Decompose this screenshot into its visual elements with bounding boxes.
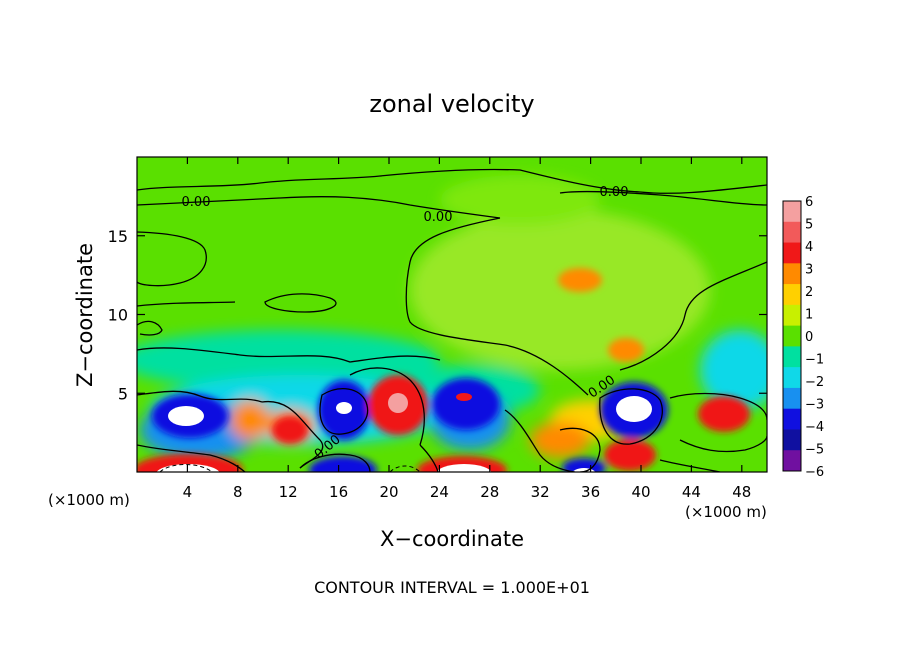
x-tick-label: 4 xyxy=(183,483,193,501)
y-tick-label: 5 xyxy=(118,384,128,403)
x-unit-left: (×1000 m) xyxy=(48,491,130,509)
colorbar-label: 5 xyxy=(805,218,813,233)
velocity-field: 0.000.000.000.000.00 xyxy=(137,157,767,472)
colorbar-label: −2 xyxy=(805,375,824,390)
colorbar-swatch xyxy=(783,450,801,472)
contour-interval-note: CONTOUR INTERVAL = 1.000E+01 xyxy=(314,578,590,597)
colorbar-swatch xyxy=(783,221,801,244)
x-tick-label: 8 xyxy=(233,483,243,501)
colorbar-label: −6 xyxy=(805,465,824,480)
colorbar-label: 4 xyxy=(805,240,813,255)
colorbar-swatch xyxy=(783,429,801,451)
colorbar-swatch xyxy=(783,325,801,347)
colorbar-swatch xyxy=(783,387,801,410)
colorbar-label: −5 xyxy=(805,443,824,458)
x-tick-label: 48 xyxy=(732,483,751,501)
contour-label: 0.00 xyxy=(182,195,211,210)
colorbar-swatch xyxy=(783,367,801,389)
colorbar-swatch xyxy=(783,346,801,368)
colorbar-label: 1 xyxy=(805,308,813,323)
colorbar-swatch xyxy=(783,408,801,430)
x-tick-label: 12 xyxy=(279,483,298,501)
x-tick-label: 32 xyxy=(531,483,550,501)
colorbar-swatch xyxy=(783,242,801,264)
x-unit-right: (×1000 m) xyxy=(685,503,767,521)
chart-title: zonal velocity xyxy=(369,90,534,118)
x-tick-label: 28 xyxy=(480,483,499,501)
x-tick-label: 36 xyxy=(581,483,600,501)
colorbar-swatch xyxy=(783,284,801,306)
contour-label: 0.00 xyxy=(600,185,629,200)
x-tick-label: 44 xyxy=(682,483,701,501)
colorbar-swatch xyxy=(783,263,801,285)
contour-label: 0.00 xyxy=(424,210,453,225)
colorbar-swatch xyxy=(783,201,801,223)
colorbar-label: 2 xyxy=(805,285,813,300)
y-tick-label: 10 xyxy=(108,306,128,325)
colorbar-frame xyxy=(782,200,802,472)
colorbar-label: −1 xyxy=(805,353,824,368)
x-tick-label: 24 xyxy=(430,483,449,501)
colorbar-label: 3 xyxy=(805,263,813,278)
colorbar-swatch xyxy=(783,304,801,327)
y-axis-label: Z−coordinate xyxy=(73,243,97,387)
x-tick-label: 16 xyxy=(329,483,348,501)
colorbar-label: −3 xyxy=(805,398,824,413)
x-tick-label: 20 xyxy=(379,483,398,501)
colorbar-label: −4 xyxy=(805,420,824,435)
colorbar-label: 0 xyxy=(805,330,813,345)
x-tick-label: 40 xyxy=(631,483,650,501)
colorbar: 6 5 4 3 2 1 0 −1 −2 −3 −4 −5 −6 xyxy=(782,195,824,480)
colorbar-label: 6 xyxy=(805,195,813,210)
x-axis-label: X−coordinate xyxy=(380,527,524,551)
y-tick-label: 15 xyxy=(108,227,128,246)
